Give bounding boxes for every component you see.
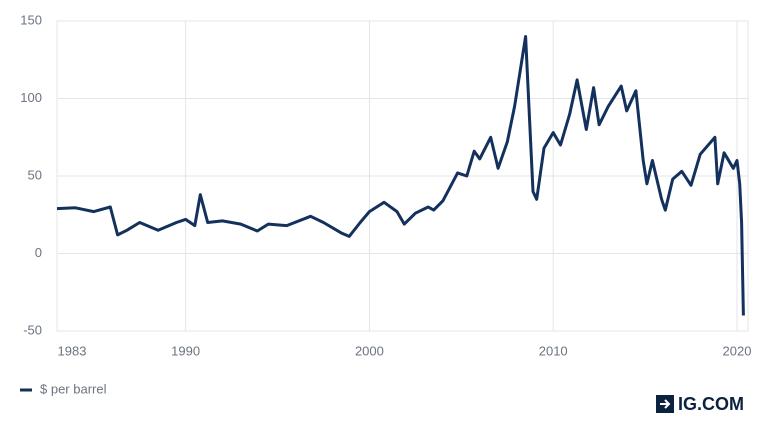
legend-label: $ per barrel xyxy=(40,381,107,396)
y-tick-label: 100 xyxy=(20,90,42,105)
y-tick-label: -50 xyxy=(23,322,42,337)
logo-text: IG.COM xyxy=(678,394,744,414)
price-line xyxy=(56,35,745,316)
x-tick-label: 2010 xyxy=(539,343,568,358)
x-tick-label: 2020 xyxy=(723,343,752,358)
logo-arrow xyxy=(660,399,671,409)
y-tick-label: 50 xyxy=(28,167,42,182)
x-tick-label: 1983 xyxy=(58,343,87,358)
logo: IG.COM xyxy=(656,394,744,414)
x-tick-label: 2000 xyxy=(355,343,384,358)
y-tick-label: 0 xyxy=(35,245,42,260)
x-tick-label: 1990 xyxy=(171,343,200,358)
plot-frame xyxy=(56,20,749,332)
y-tick-label: 150 xyxy=(20,12,42,27)
